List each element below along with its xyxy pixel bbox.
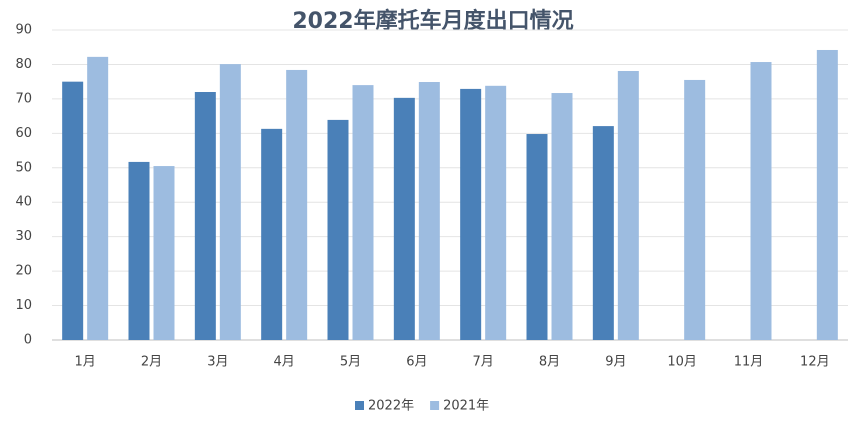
y-tick-label: 40: [15, 195, 32, 210]
bar: [327, 119, 349, 341]
x-tick-label: 8月: [539, 355, 560, 370]
x-tick-label: 10月: [667, 355, 697, 370]
x-tick-label: 5月: [340, 355, 361, 370]
bar: [219, 64, 241, 340]
bar: [684, 79, 706, 340]
y-tick-label: 10: [15, 298, 32, 313]
bar: [87, 56, 109, 340]
bar: [816, 49, 838, 340]
bar: [750, 62, 772, 341]
bar: [62, 81, 84, 341]
x-tick-label: 1月: [75, 355, 96, 370]
legend-label: 2021年: [443, 399, 489, 414]
bar: [526, 134, 548, 340]
bar: [194, 92, 216, 340]
x-tick-label: 2月: [141, 355, 162, 370]
bar: [592, 126, 614, 340]
x-tick-label: 9月: [605, 355, 626, 370]
bar: [551, 93, 573, 341]
bar: [286, 69, 308, 340]
y-tick-label: 30: [15, 229, 32, 244]
bar: [128, 161, 150, 340]
y-tick-label: 90: [15, 23, 32, 38]
bar: [261, 128, 283, 340]
bar: [352, 85, 374, 340]
y-tick-label: 80: [15, 57, 32, 72]
bar: [460, 88, 482, 341]
bar: [485, 85, 507, 340]
x-tick-label: 4月: [274, 355, 295, 370]
bar: [153, 166, 175, 340]
x-tick-label: 7月: [473, 355, 494, 370]
bar: [617, 70, 639, 340]
legend-swatch: [430, 401, 440, 410]
y-tick-label: 70: [15, 91, 32, 106]
y-tick-label: 0: [24, 333, 32, 348]
x-tick-label: 3月: [207, 355, 228, 370]
x-tick-label: 12月: [800, 355, 830, 370]
x-tick-label: 11月: [734, 355, 764, 370]
legend-swatch: [355, 401, 364, 410]
legend-label: 2022年: [368, 399, 414, 414]
bar: [418, 82, 440, 340]
y-tick-label: 50: [15, 160, 32, 175]
x-tick-label: 6月: [406, 355, 427, 370]
bar: [393, 97, 415, 340]
y-tick-label: 20: [15, 264, 32, 279]
y-tick-label: 60: [15, 126, 32, 141]
